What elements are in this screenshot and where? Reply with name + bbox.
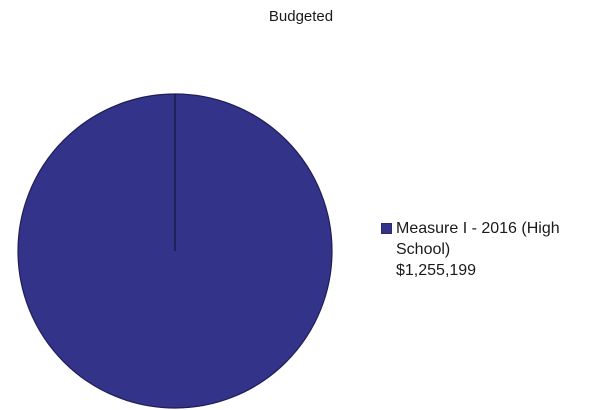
legend-value: $1,255,199 [396,262,477,279]
legend-swatch [381,223,392,234]
legend-label-line-1: Measure I - 2016 (High [396,220,560,237]
legend-entry: Measure I - 2016 (High School) $1,255,19… [396,218,602,281]
chart-title: Budgeted [268,8,334,25]
legend-label-line-2: School) [396,241,451,258]
